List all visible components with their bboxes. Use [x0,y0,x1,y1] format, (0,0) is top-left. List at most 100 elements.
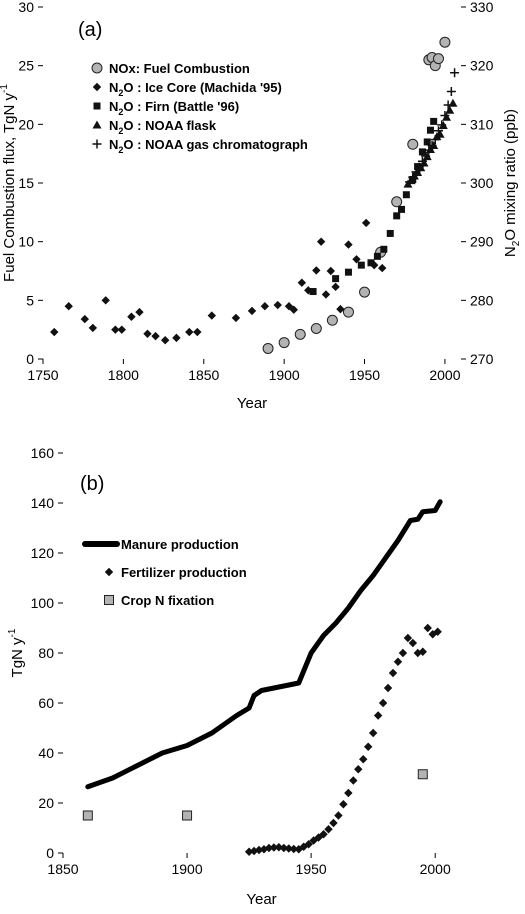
panel-a-y-tick-label: 10 [18,234,34,250]
panel-a-diamond-point [336,304,345,314]
panel-b-diamond-point [418,647,427,656]
panel-b-diamond-point [264,843,274,853]
panel-a-y-tick-label: 25 [18,58,34,74]
panel-a-y-tick-label: 0 [26,351,34,367]
legend-label: Fertilizer production [121,565,247,580]
panel-a-diamond-point [260,302,270,311]
panel-b-diamond-point [244,847,254,856]
panel-b-square-point [182,810,193,821]
panel-b-diamond-point [388,668,398,678]
legend-symbol-circle [91,62,103,74]
panel-a-x-axis-title: Year [237,395,267,412]
panel-b-diamond-point [373,711,383,720]
panel-a-diamond-point [321,290,331,299]
panel-a-diamond-point [151,331,160,341]
panel-a-diamond-point [378,263,387,273]
panel-a-diamond-point [64,302,73,311]
panel-b-diamond-point [378,698,388,708]
panel-b-y-axis-title: TgN y-1 [7,628,26,677]
panel-a-plus-point [446,86,456,96]
panel-a-diamond-point [331,282,340,292]
panel-a-plus-point [437,120,447,130]
panel-a-plus-point [440,111,450,121]
panel-a-diamond-point [172,333,181,343]
panel-b-diamond-point [408,638,418,648]
panel-b-y-tick-label: 160 [31,445,55,461]
panel-a-y-tick-label: 15 [18,175,34,191]
panel-a-circle-point [359,286,371,298]
panel-b-x-tick-label: 1900 [171,861,202,877]
panel-a-square-point [418,148,426,156]
panel-a-plus-point [421,151,431,161]
panel-a-x-tick-label: 1850 [188,367,219,383]
panel-a-y2-tick-label: 300 [470,175,494,191]
legend-label: N2O : Ice Core (Machida '95) [109,80,282,98]
panel-b-diamond-point [393,657,403,666]
panel-a-triangle-point [435,129,445,138]
panel-a-triangle-point [442,112,452,121]
panel-a-plus-point [443,100,453,110]
panel-a-diamond-point [80,314,89,324]
panel-b-diamond-point [349,776,358,785]
legend-label: Manure production [121,537,239,552]
legend-symbol-square-gray [104,595,114,605]
panel-a-circle-point [439,36,451,48]
panel-a-circle-point [262,342,274,354]
panel-a-plus-point [427,140,437,150]
panel-b-diamond-point [269,843,279,852]
panel-b-diamond-point [383,683,393,693]
panel-b-diamond-point [368,728,378,738]
panel-a-plus-point [405,177,415,187]
panel-b-diamond-point [403,633,413,643]
panel-a-x-tick-label: 1800 [108,367,139,383]
panel-b: 1850 1900 1950 2000 0 20 40 60 80 100 120 140 160 (b… [7,445,451,908]
panel-a-x-tick-label: 1950 [349,367,380,383]
legend-symbol-diamond [92,82,102,92]
panel-b-y-tick-label: 0 [46,845,54,861]
panel-a-circle-point [407,138,419,150]
panel-a-diamond-point [207,311,217,320]
panel-a-diamond-point [273,300,282,310]
panel-b-diamond-point [363,742,373,751]
panel-a-circle-point [294,328,306,340]
panel-b-y-tick-label: 80 [38,645,54,661]
panel-b-diamond-point [433,627,442,636]
panel-a-diamond-point [50,327,59,337]
panel-a-circle-point [432,53,444,65]
panel-a-x-tick-label: 1750 [27,367,58,383]
panel-a-square-point [402,191,410,199]
panel-a-diamond-point [160,336,170,345]
panel-a-y-tick-label: 30 [18,0,34,15]
panel-a-diamond-point [289,305,298,314]
panel-a-diamond-point [143,329,152,338]
panel-a-y2-tick-label: 270 [470,351,494,367]
panel-a-diamond-point [352,255,361,264]
legend-symbol-triangle [92,120,102,129]
panel-b-ticks: 1850 1900 1950 2000 0 20 40 60 80 100 120 140 160 [31,445,451,877]
panel-a-diamond-point [247,306,257,316]
panel-b-diamond-point [304,840,313,849]
panel-a-square-point [398,205,406,213]
panel-b-diamond-point [329,818,338,828]
panel-a-plus-point [414,162,424,172]
panel-a: 1750 1800 1850 1900 1950 2000 0 5 10 15 20 25 30 270 2… [0,0,522,412]
panel-a-plus-point [411,167,421,177]
panel-a-plus-point [450,68,460,78]
panel-a-y2-axis-title: N2O mixing ratio (ppb) [502,109,522,257]
panel-a-y-axis-title: Fuel Combustion flux, TgN y-1 [0,84,18,282]
panel-b-diamond-point [324,825,333,834]
legend-symbol-plus [92,139,102,149]
panel-b-x-tick-label: 1850 [47,861,78,877]
panel-a-y2-tick-label: 320 [470,58,494,74]
panel-b-diamond-point [319,830,328,839]
panel-b-diamond-point [289,844,298,854]
panel-a-x-tick-label: 2000 [429,367,460,383]
panel-b-y-tick-label: 120 [31,545,55,561]
panel-a-square-point [423,138,431,146]
panel-b-diamond-point [354,765,363,774]
panel-b-x-tick-label: 2000 [420,861,451,877]
panel-a-diamond-point [326,266,335,276]
panel-a-diamond-point [231,313,241,323]
panel-b-label: (b) [80,473,104,495]
